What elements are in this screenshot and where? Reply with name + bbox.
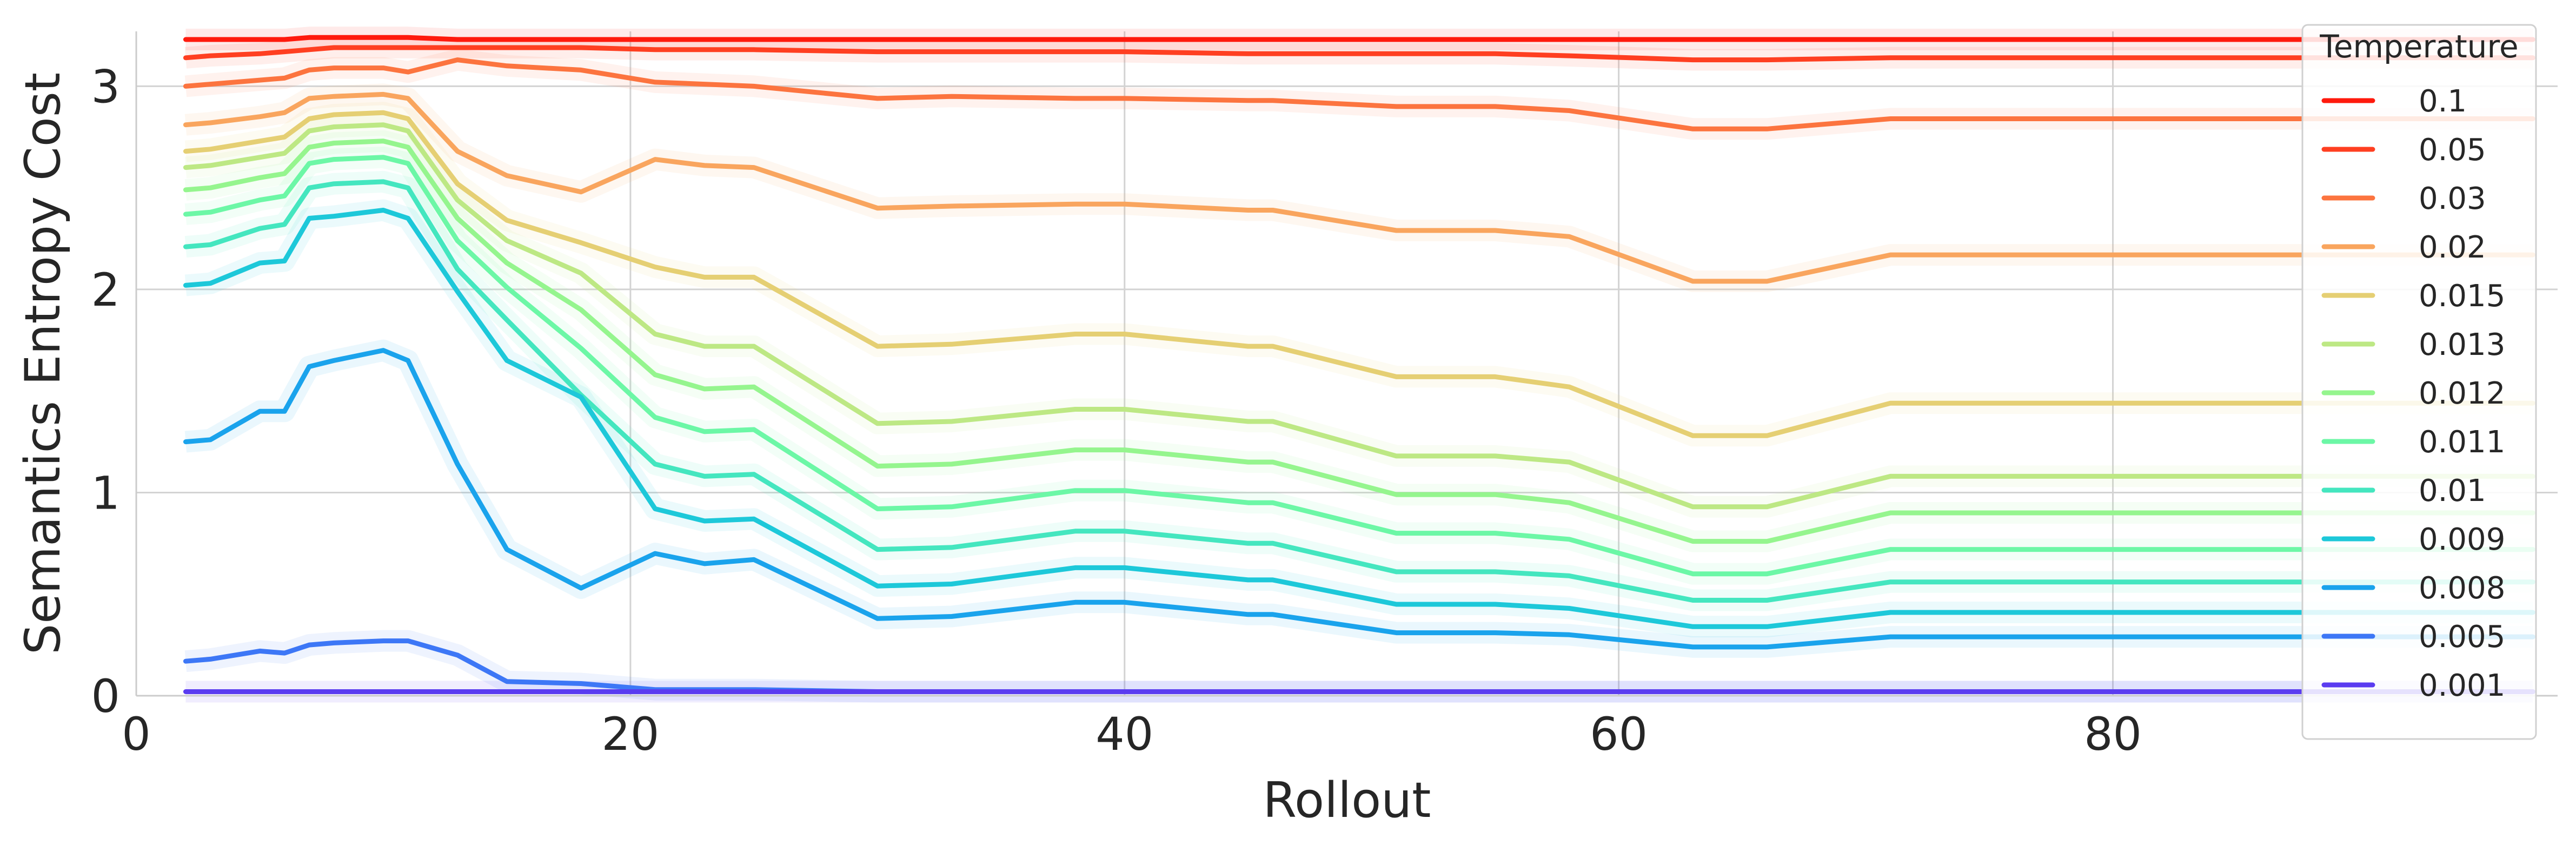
legend-label: 0.05 <box>2419 133 2486 168</box>
series-line <box>183 122 2535 510</box>
series-line <box>183 45 2535 63</box>
series-lines <box>183 35 2535 694</box>
legend-label: 0.012 <box>2419 376 2505 411</box>
series-line <box>183 57 2535 131</box>
legend-label: 0.1 <box>2419 84 2467 119</box>
y-axis-label: Semantics Entropy Cost <box>15 72 71 655</box>
legend-label: 0.015 <box>2419 279 2505 314</box>
x-tick-label: 80 <box>2084 708 2142 761</box>
legend-label: 0.01 <box>2419 473 2486 509</box>
series-line <box>183 91 2535 284</box>
y-tick-label: 3 <box>91 60 120 113</box>
legend-label: 0.001 <box>2419 668 2505 703</box>
y-tick-label: 2 <box>91 263 120 316</box>
series-line <box>183 208 2535 629</box>
x-tick-label: 20 <box>601 708 659 761</box>
legend-box <box>2301 24 2537 740</box>
legend-label: 0.02 <box>2419 230 2486 265</box>
series-line <box>183 179 2535 603</box>
x-axis-label: Rollout <box>1263 772 1431 829</box>
axes: 0 20 40 60 80 0 1 2 3 <box>91 31 2558 761</box>
legend-label: 0.005 <box>2419 619 2505 655</box>
series-line <box>183 35 2535 42</box>
legend-label: 0.013 <box>2419 327 2505 362</box>
x-tick-label: 0 <box>122 708 150 761</box>
y-tick-label: 0 <box>91 670 120 723</box>
series-line <box>183 348 2535 650</box>
variance-bands <box>184 27 2533 703</box>
legend-items: 0.1 0.05 0.03 0.02 0.015 0.013 0.012 0.011 0.01 0… <box>2321 84 2505 703</box>
series-line <box>183 110 2535 438</box>
x-tick-label: 40 <box>1096 708 1153 761</box>
y-tick-label: 1 <box>91 466 120 519</box>
series-line <box>183 138 2535 544</box>
legend-label: 0.009 <box>2419 522 2505 557</box>
legend: Temperature 0.1 0.05 0.03 0.02 0.015 0.013 0.0… <box>2301 24 2537 740</box>
x-tick-label: 60 <box>1590 708 1648 761</box>
series-line <box>183 155 2535 577</box>
legend-label: 0.011 <box>2419 425 2505 460</box>
legend-title: Temperature <box>2319 28 2518 65</box>
legend-label: 0.008 <box>2419 571 2505 606</box>
legend-label: 0.03 <box>2419 181 2486 216</box>
